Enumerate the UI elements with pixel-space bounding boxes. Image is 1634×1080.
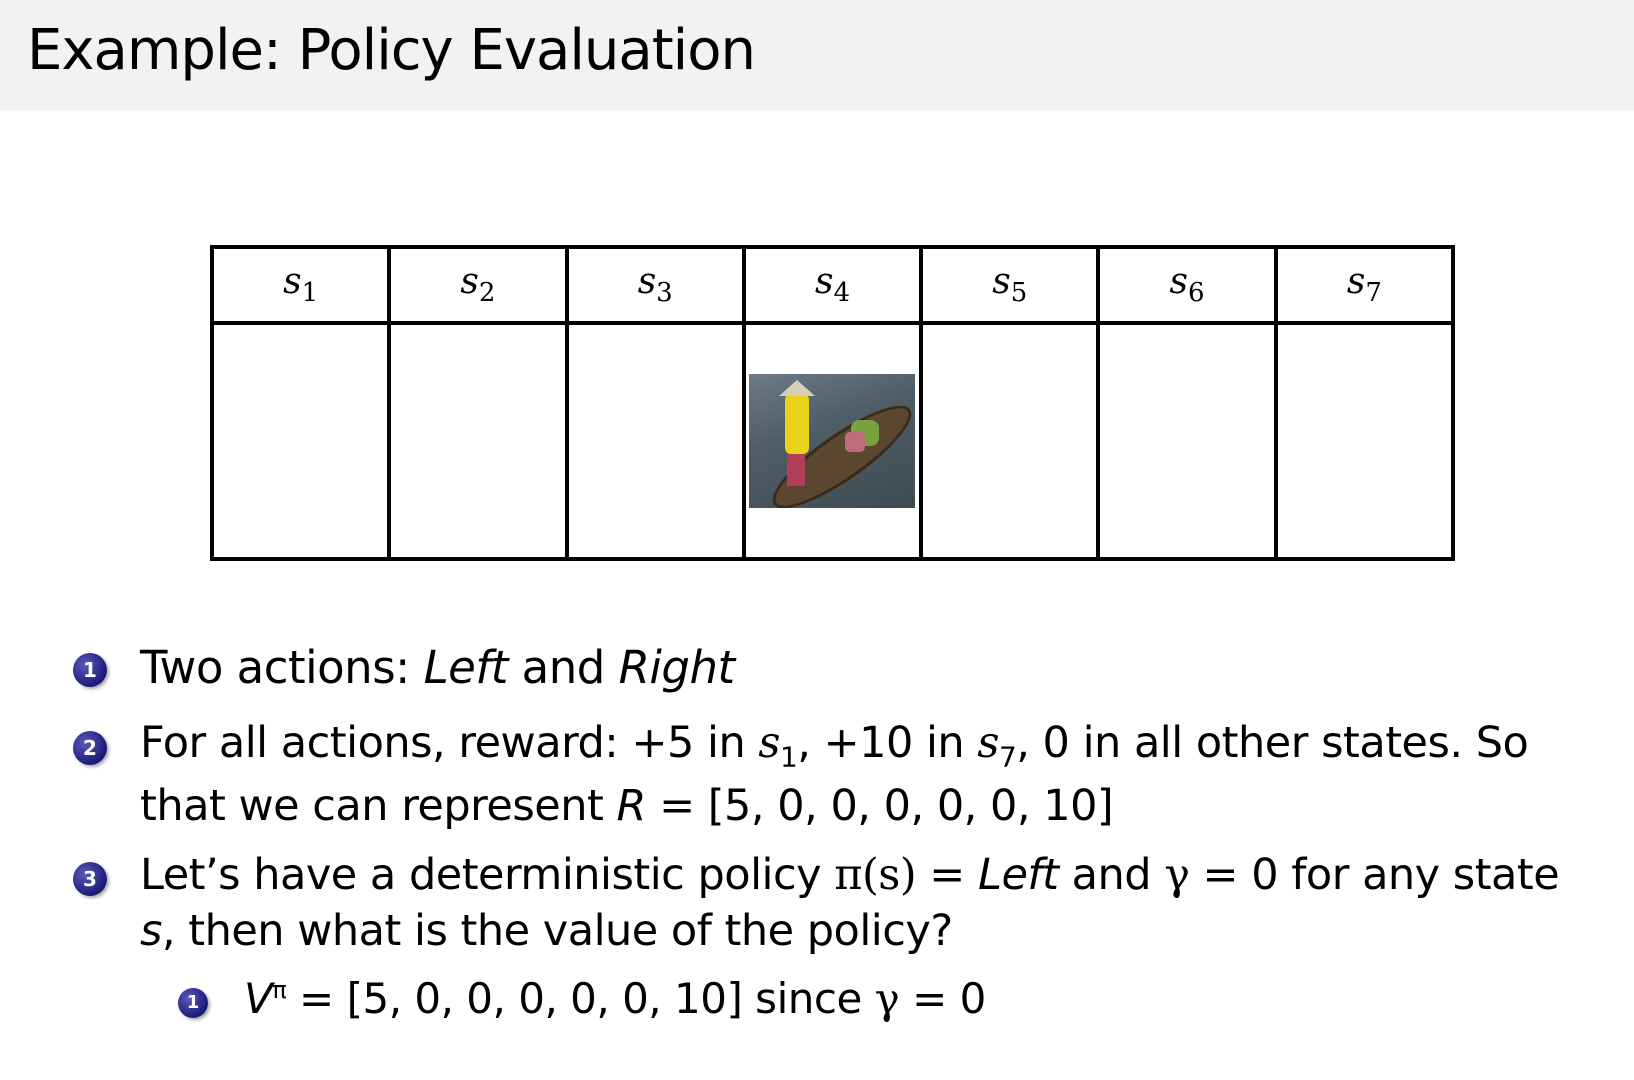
state-cells-row [209, 321, 1456, 561]
bullet-number-icon: 1 [73, 653, 107, 687]
state-label: s4 [741, 245, 924, 325]
state-cell [919, 321, 1101, 561]
state-cell-agent [741, 321, 924, 561]
list-item: Two actions: Left and Right [140, 641, 735, 694]
sub-list-item: Vπ = [5, 0, 0, 0, 0, 0, 10] since γ = 0 [244, 974, 986, 1023]
state-label: s1 [209, 245, 392, 325]
bullet-number-icon: 2 [73, 731, 107, 765]
bullet-number-icon: 3 [73, 862, 107, 896]
list-item-continuation: that we can represent R = [5, 0, 0, 0, 0… [140, 781, 1114, 831]
title-bar: Example: Policy Evaluation [0, 0, 1634, 110]
list-item-continuation: s, then what is the value of the policy? [140, 906, 953, 956]
boat-photo [749, 374, 916, 508]
state-label: s5 [919, 245, 1101, 325]
list-item: For all actions, reward: +5 in s1, +10 i… [140, 718, 1529, 774]
state-grid: s1 s2 s3 s4 s5 s6 s7 [209, 245, 1456, 561]
state-cell [1273, 321, 1456, 561]
state-cell [1096, 321, 1278, 561]
state-label: s2 [387, 245, 569, 325]
state-cell [209, 321, 392, 561]
slide-title: Example: Policy Evaluation [27, 18, 756, 83]
state-cell [387, 321, 569, 561]
state-label: s7 [1273, 245, 1456, 325]
state-label: s3 [564, 245, 746, 325]
list-item: Let’s have a deterministic policy π(s) =… [140, 850, 1560, 900]
state-label: s6 [1096, 245, 1278, 325]
state-header-row: s1 s2 s3 s4 s5 s6 s7 [209, 245, 1456, 325]
state-cell [564, 321, 746, 561]
sub-bullet-number-icon: 1 [178, 988, 208, 1018]
